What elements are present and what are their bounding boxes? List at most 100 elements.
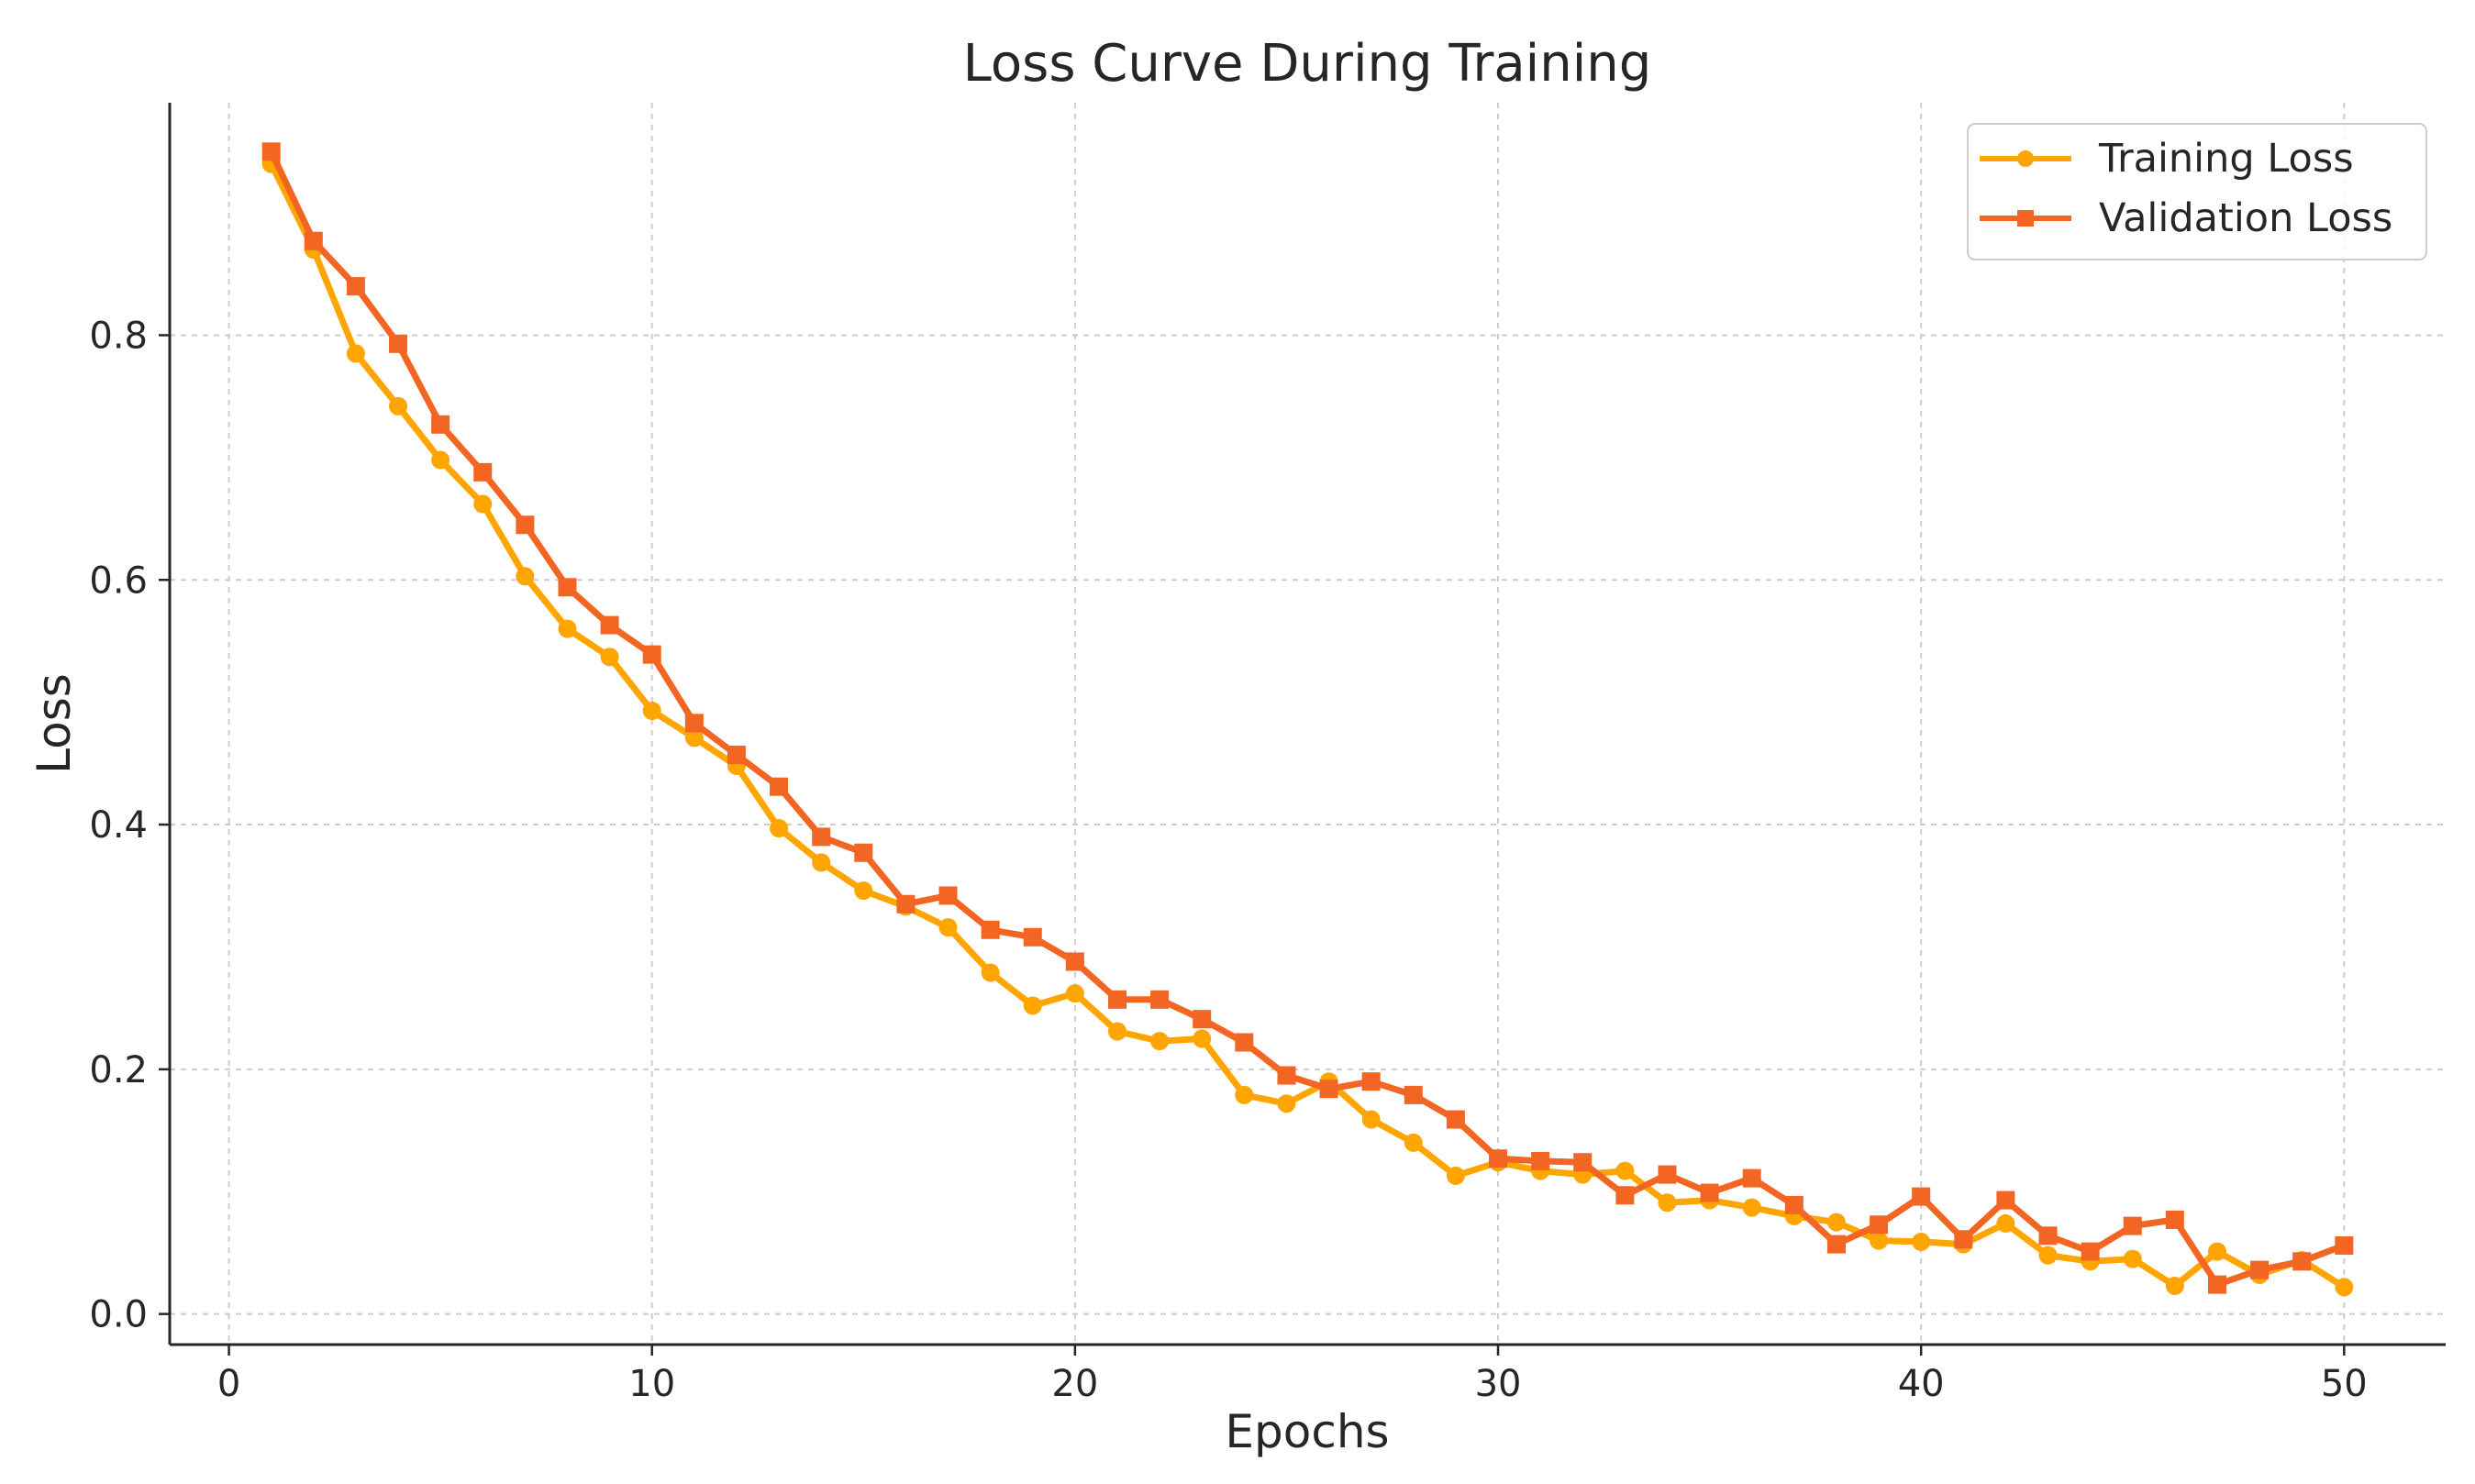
y-tick-label: 0.0	[89, 1294, 148, 1336]
data-point-validation-loss	[938, 886, 958, 905]
x-tick-label: 40	[1898, 1363, 1945, 1405]
data-point-validation-loss	[1912, 1187, 1931, 1206]
data-point-training-loss	[770, 819, 789, 838]
data-point-training-loss	[2038, 1246, 2058, 1265]
data-point-validation-loss	[1784, 1195, 1804, 1214]
axes	[168, 103, 2446, 1346]
legend-label-training: Training Loss	[2098, 136, 2354, 182]
x-axis-label: Epochs	[1225, 1405, 1389, 1458]
data-point-validation-loss	[1870, 1215, 1889, 1235]
legend-entry-validation: Validation Loss	[1980, 195, 2392, 241]
y-tick-label: 0.6	[89, 559, 148, 602]
grid	[170, 103, 2446, 1345]
data-point-validation-loss	[473, 462, 493, 482]
data-point-training-loss	[558, 619, 577, 638]
data-point-validation-loss	[516, 515, 535, 535]
data-point-training-loss	[1826, 1213, 1846, 1232]
data-point-validation-loss	[642, 645, 661, 664]
plot-area	[261, 142, 2354, 1297]
data-point-validation-loss	[2165, 1210, 2184, 1229]
y-tick-label: 0.8	[89, 315, 148, 357]
data-point-training-loss	[473, 494, 493, 514]
data-point-validation-loss	[600, 615, 619, 635]
data-point-validation-loss	[1023, 927, 1042, 947]
chart-title: Loss Curve During Training	[963, 34, 1652, 94]
data-point-training-loss	[2207, 1242, 2226, 1261]
series-line-training-loss	[268, 161, 2347, 1290]
data-point-training-loss	[2123, 1249, 2142, 1268]
data-point-validation-loss	[1319, 1080, 1338, 1099]
data-point-validation-loss	[727, 746, 746, 765]
data-point-validation-loss	[1065, 952, 1084, 971]
data-point-training-loss	[1658, 1193, 1677, 1213]
data-point-training-loss	[1277, 1094, 1296, 1113]
x-tick-label: 20	[1051, 1363, 1098, 1405]
data-point-validation-loss	[261, 142, 281, 161]
data-point-validation-loss	[2207, 1275, 2226, 1294]
data-point-validation-loss	[1742, 1168, 1761, 1188]
data-point-validation-loss	[812, 827, 831, 847]
data-point-validation-loss	[304, 231, 323, 250]
data-point-validation-loss	[1150, 990, 1170, 1009]
data-point-training-loss	[346, 344, 365, 363]
ticks: 0 10 20 30 40 50 0.0 0.2 0.4 0.6 0.8	[89, 315, 2367, 1405]
legend-box	[1967, 123, 2427, 260]
data-point-validation-loss	[558, 578, 577, 597]
data-point-validation-loss	[346, 277, 365, 296]
data-point-validation-loss	[1277, 1066, 1296, 1085]
y-tick-label: 0.2	[89, 1049, 148, 1091]
data-point-validation-loss	[2081, 1242, 2100, 1261]
data-point-validation-loss	[2250, 1260, 2270, 1279]
legend-label-validation: Validation Loss	[2099, 195, 2392, 241]
data-point-validation-loss	[1361, 1072, 1381, 1091]
data-point-training-loss	[1912, 1232, 1931, 1251]
data-point-training-loss	[684, 728, 704, 748]
data-point-validation-loss	[2292, 1252, 2312, 1271]
data-point-validation-loss	[1615, 1186, 1635, 1205]
data-point-training-loss	[1615, 1161, 1635, 1180]
data-point-training-loss	[1150, 1032, 1170, 1051]
data-point-validation-loss	[389, 334, 408, 353]
data-point-validation-loss	[2123, 1216, 2142, 1235]
data-point-validation-loss	[770, 777, 789, 796]
data-point-validation-loss	[684, 714, 704, 733]
data-point-training-loss	[389, 396, 408, 415]
data-point-training-loss	[1446, 1166, 1465, 1185]
y-axis-label: Loss	[28, 673, 81, 774]
data-point-training-loss	[2335, 1278, 2354, 1297]
data-point-training-loss	[516, 567, 535, 586]
data-point-validation-loss	[1658, 1165, 1677, 1184]
data-point-validation-loss	[2335, 1235, 2354, 1255]
data-point-validation-loss	[2038, 1226, 2058, 1246]
data-point-training-loss	[2165, 1276, 2184, 1295]
data-point-validation-loss	[431, 415, 450, 434]
data-point-training-loss	[642, 701, 661, 720]
data-point-validation-loss	[1404, 1085, 1423, 1104]
data-point-training-loss	[1742, 1198, 1761, 1217]
data-point-training-loss	[431, 450, 450, 470]
data-point-validation-loss	[1107, 990, 1127, 1009]
data-point-training-loss	[938, 918, 958, 937]
y-tick-label: 0.4	[89, 804, 148, 847]
legend-marker-validation	[2017, 210, 2034, 227]
data-point-training-loss	[1193, 1029, 1212, 1048]
x-tick-label: 30	[1475, 1363, 1522, 1405]
data-point-training-loss	[1404, 1133, 1423, 1152]
x-tick-label: 0	[217, 1363, 240, 1405]
data-point-validation-loss	[1235, 1033, 1254, 1052]
data-point-validation-loss	[896, 894, 916, 914]
series-training-loss	[261, 154, 2354, 1297]
data-point-validation-loss	[1573, 1153, 1593, 1172]
data-point-validation-loss	[1193, 1010, 1212, 1029]
legend: Training Loss Validation Loss	[1967, 123, 2427, 260]
data-point-validation-loss	[981, 920, 1000, 939]
series-line-validation-loss	[268, 148, 2347, 1289]
data-point-validation-loss	[1531, 1151, 1550, 1170]
data-point-validation-loss	[1700, 1183, 1719, 1202]
series-validation-loss	[261, 142, 2354, 1294]
data-point-validation-loss	[1489, 1149, 1508, 1168]
data-point-validation-loss	[1826, 1235, 1846, 1254]
data-point-training-loss	[854, 881, 873, 901]
data-point-training-loss	[1107, 1022, 1127, 1041]
